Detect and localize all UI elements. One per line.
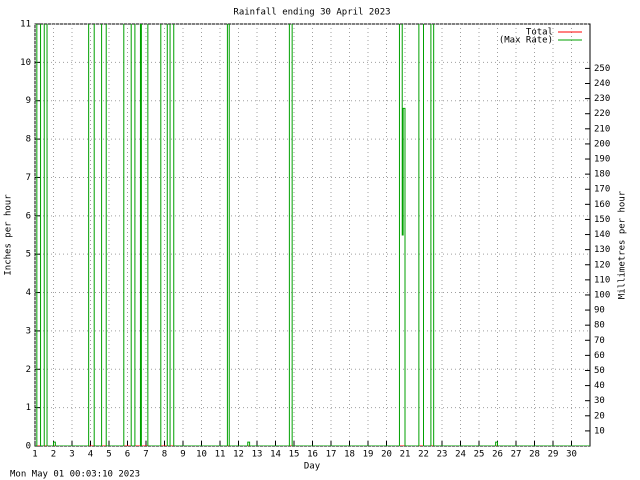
x-tick-label: 27 bbox=[511, 450, 522, 460]
y2-tick-label: 30 bbox=[594, 396, 605, 406]
x-tick-label: 19 bbox=[363, 450, 374, 460]
y-tick-label: 9 bbox=[26, 96, 31, 106]
y-tick-label: 0 bbox=[26, 442, 31, 452]
x-tick-label: 7 bbox=[143, 450, 148, 460]
x-tick-label: 14 bbox=[270, 450, 281, 460]
y2-tick-label: 90 bbox=[594, 306, 605, 316]
plot-area bbox=[35, 24, 590, 446]
x-tick-label: 4 bbox=[88, 450, 93, 460]
y2-tick-label: 130 bbox=[594, 245, 610, 255]
y-tick-label: 3 bbox=[26, 326, 31, 336]
y-tick-label: 1 bbox=[26, 403, 31, 413]
y2-tick-label: 40 bbox=[594, 381, 605, 391]
y2-tick-label: 150 bbox=[594, 215, 610, 225]
y-tick-label: 11 bbox=[20, 20, 31, 30]
chart-title: Rainfall ending 30 April 2023 bbox=[233, 8, 390, 18]
y2-tick-label: 160 bbox=[594, 200, 610, 210]
legend-label: Total bbox=[526, 28, 553, 38]
y2-tick-label: 110 bbox=[594, 275, 610, 285]
x-tick-label: 8 bbox=[162, 450, 167, 460]
y-tick-label: 10 bbox=[20, 58, 31, 68]
x-tick-label: 16 bbox=[307, 450, 318, 460]
x-axis-label: Day bbox=[304, 462, 321, 472]
y2-tick-label: 200 bbox=[594, 139, 610, 149]
x-tick-label: 11 bbox=[215, 450, 226, 460]
x-tick-label: 28 bbox=[529, 450, 540, 460]
y2-tick-label: 120 bbox=[594, 260, 610, 270]
x-tick-label: 23 bbox=[437, 450, 448, 460]
y2-tick-label: 50 bbox=[594, 366, 605, 376]
y2-tick-label: 170 bbox=[594, 185, 610, 195]
y-tick-label: 6 bbox=[26, 211, 31, 221]
y-tick-label: 4 bbox=[26, 288, 31, 298]
legend-label: (Max Rate) bbox=[499, 36, 553, 46]
x-tick-label: 2 bbox=[51, 450, 56, 460]
y-tick-label: 8 bbox=[26, 135, 31, 145]
y-tick-label: 7 bbox=[26, 173, 31, 183]
y2-tick-label: 140 bbox=[594, 230, 610, 240]
y2-tick-label: 210 bbox=[594, 124, 610, 134]
y-axis-label: Inches per hour bbox=[4, 194, 14, 276]
y2-tick-label: 20 bbox=[594, 411, 605, 421]
x-tick-label: 29 bbox=[548, 450, 559, 460]
y2-tick-label: 100 bbox=[594, 290, 610, 300]
x-tick-label: 10 bbox=[196, 450, 207, 460]
y2-tick-label: 240 bbox=[594, 79, 610, 89]
y2-tick-label: 190 bbox=[594, 155, 610, 165]
x-tick-label: 30 bbox=[566, 450, 577, 460]
x-tick-label: 15 bbox=[289, 450, 300, 460]
footer-timestamp: Mon May 01 00:03:10 2023 bbox=[10, 470, 140, 480]
y2-tick-label: 230 bbox=[594, 94, 610, 104]
x-tick-label: 9 bbox=[180, 450, 185, 460]
y-tick-label: 2 bbox=[26, 365, 31, 375]
plot-border bbox=[34, 23, 591, 447]
x-tick-label: 18 bbox=[344, 450, 355, 460]
y2-tick-label: 70 bbox=[594, 336, 605, 346]
y2-tick-label: 250 bbox=[594, 64, 610, 74]
y2-tick-label: 60 bbox=[594, 351, 605, 361]
x-tick-label: 20 bbox=[381, 450, 392, 460]
x-tick-label: 17 bbox=[326, 450, 337, 460]
x-tick-label: 5 bbox=[106, 450, 111, 460]
x-tick-label: 12 bbox=[233, 450, 244, 460]
x-tick-label: 24 bbox=[455, 450, 466, 460]
x-tick-label: 22 bbox=[418, 450, 429, 460]
x-tick-label: 13 bbox=[252, 450, 263, 460]
x-tick-label: 26 bbox=[492, 450, 503, 460]
y2-tick-label: 180 bbox=[594, 170, 610, 180]
x-tick-label: 21 bbox=[400, 450, 411, 460]
y2-tick-label: 10 bbox=[594, 426, 605, 436]
x-tick-label: 25 bbox=[474, 450, 485, 460]
x-tick-label: 3 bbox=[69, 450, 74, 460]
x-tick-label: 6 bbox=[125, 450, 130, 460]
series-line bbox=[35, 24, 590, 446]
x-tick-label: 1 bbox=[32, 450, 37, 460]
y-tick-label: 5 bbox=[26, 250, 31, 260]
y2-tick-label: 80 bbox=[594, 321, 605, 331]
y2-axis-label: Millimetres per hour bbox=[618, 190, 628, 299]
y2-tick-label: 220 bbox=[594, 109, 610, 119]
